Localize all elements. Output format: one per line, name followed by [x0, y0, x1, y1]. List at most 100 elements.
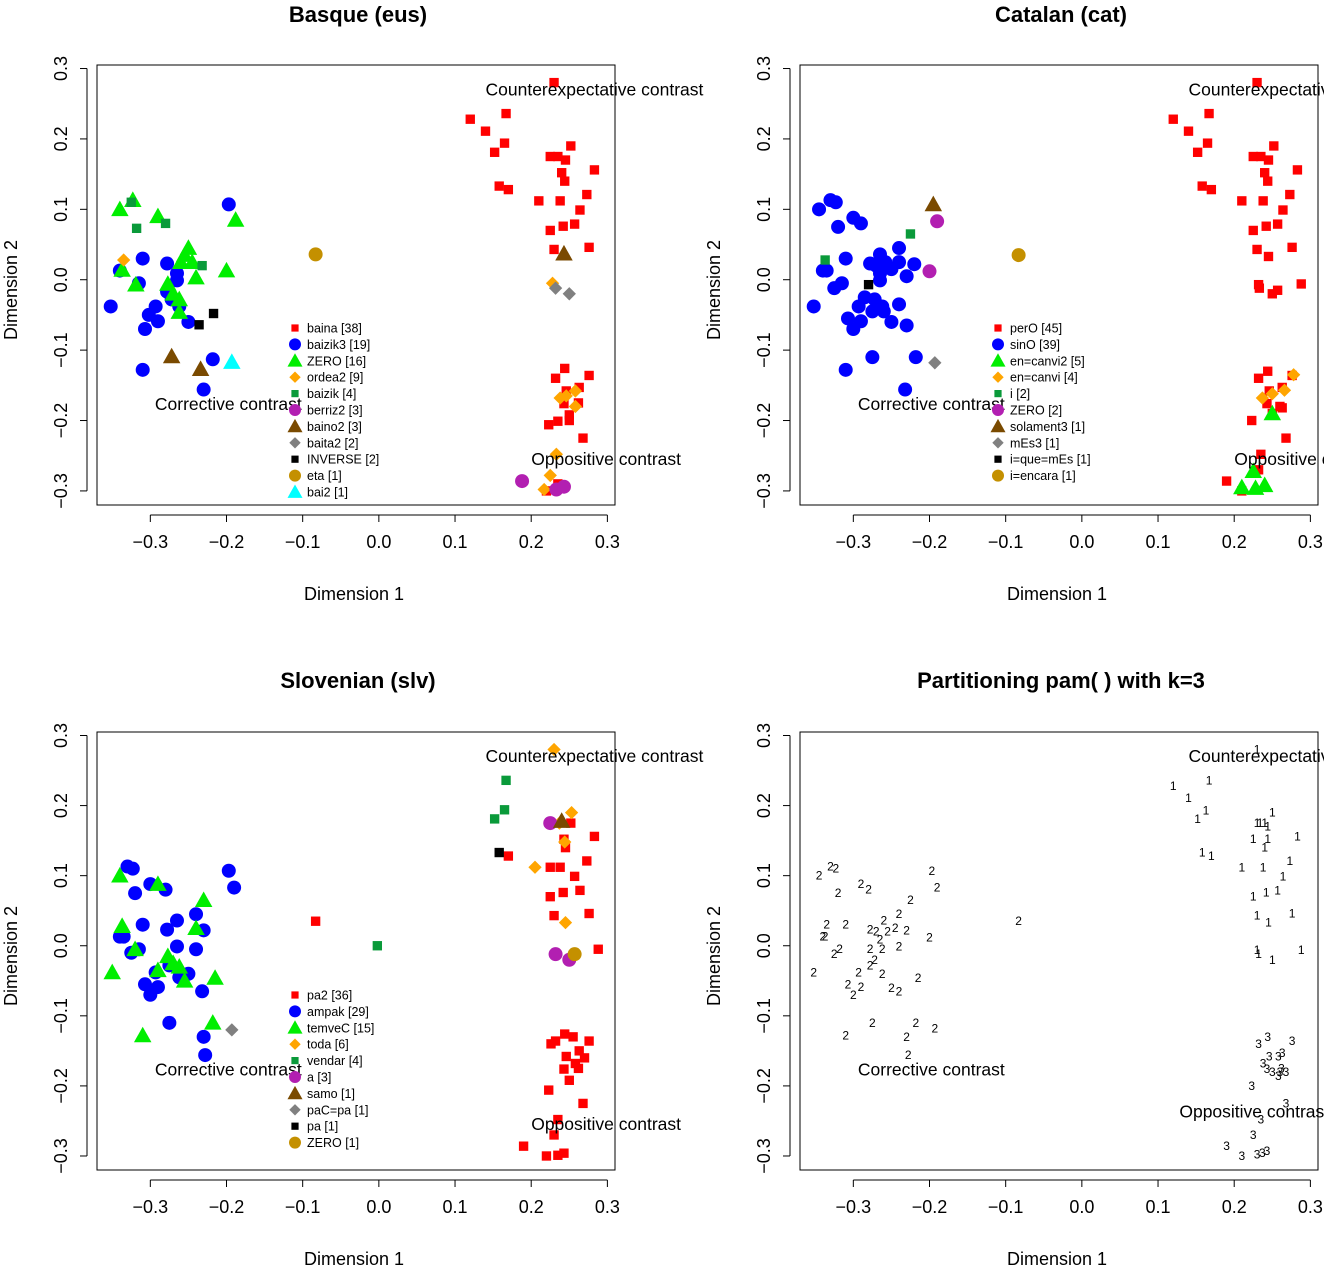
data-point: [503, 184, 514, 195]
data-point-label: 3: [1269, 1065, 1276, 1079]
data-point: [561, 1051, 571, 1062]
legend-marker: [289, 1005, 301, 1018]
data-point-label: 2: [871, 953, 878, 967]
data-point: [1197, 181, 1207, 191]
data-point: [541, 1151, 552, 1161]
data-point-label: 2: [858, 980, 865, 994]
x-tick-label: −0.1: [988, 532, 1024, 552]
x-tick-label: 0.1: [443, 532, 468, 552]
data-point: [545, 225, 555, 236]
legend-marker: [287, 1085, 303, 1100]
data-point: [1267, 289, 1277, 299]
data-point: [1192, 147, 1203, 157]
data-point-label: 2: [855, 965, 862, 979]
series-6: [515, 474, 571, 497]
data-point: [853, 216, 868, 231]
x-tick-label: −0.2: [912, 1197, 948, 1217]
series-6: [543, 816, 577, 967]
data-point: [111, 866, 129, 883]
legend-marker: [289, 1104, 301, 1116]
legend-marker: [992, 404, 1004, 416]
data-point: [1253, 373, 1264, 383]
data-point-label: 1: [1255, 947, 1262, 961]
x-tick-label: −0.2: [912, 532, 948, 552]
data-point-label: 3: [1248, 1079, 1255, 1093]
x-axis-label: Dimension 1: [1007, 584, 1107, 604]
data-point: [1263, 176, 1273, 186]
series-3: [1233, 404, 1282, 495]
legend-marker: [992, 338, 1004, 351]
data-point: [217, 261, 236, 278]
legend-marker: [291, 1122, 299, 1130]
data-point: [127, 275, 145, 292]
y-tick-label: 0.3: [51, 723, 71, 748]
data-point-label: 3: [1289, 1034, 1296, 1048]
data-point: [189, 942, 204, 957]
data-point: [113, 917, 131, 933]
x-tick-label: 0.0: [366, 1197, 391, 1217]
data-point: [552, 812, 571, 828]
legend-marker: [289, 469, 301, 482]
data-point: [578, 433, 588, 443]
series-10: [567, 947, 582, 962]
data-point-label: 3: [1238, 1149, 1245, 1163]
legend-marker: [994, 455, 1002, 463]
data-point: [160, 922, 175, 937]
data-point-label: 3: [1223, 1139, 1230, 1153]
data-point-label: 3: [1278, 1061, 1285, 1075]
data-point: [308, 247, 323, 262]
x-tick-label: 0.1: [1146, 532, 1171, 552]
legend-label: eta [1]: [307, 469, 342, 483]
data-point: [584, 370, 594, 381]
data-point: [1272, 285, 1283, 295]
legend-label: baizik3 [19]: [307, 338, 370, 352]
data-point: [828, 195, 843, 210]
data-point-label: 1: [1269, 953, 1276, 967]
chart-title: Partitioning pam( ) with k=3: [917, 668, 1205, 693]
y-tick-label: −0.1: [51, 332, 71, 368]
legend-label: temveC [15]: [307, 1021, 374, 1035]
data-point: [1278, 205, 1288, 215]
chart-title: Slovenian (slv): [280, 668, 435, 693]
data-point: [575, 885, 585, 896]
data-point: [1206, 184, 1217, 195]
data-point: [549, 910, 559, 921]
legend-label: paC=pa [1]: [307, 1103, 369, 1117]
data-point: [149, 961, 167, 978]
data-point: [175, 246, 194, 262]
data-point: [564, 1075, 574, 1085]
series-4: [1255, 368, 1301, 405]
data-point: [133, 1026, 152, 1043]
data-point: [191, 360, 210, 376]
data-point: [103, 963, 121, 980]
y-tick-label: 0.1: [754, 197, 774, 222]
x-tick-label: 0.3: [595, 532, 620, 552]
data-point-label: 2: [869, 1016, 876, 1030]
data-point: [831, 219, 846, 234]
data-point-label: 2: [888, 981, 895, 995]
data-point: [1263, 366, 1273, 376]
data-point-label: 2: [896, 984, 903, 998]
data-point: [227, 880, 242, 895]
data-point: [534, 196, 544, 206]
data-point: [548, 281, 563, 295]
data-point: [1262, 398, 1272, 409]
data-point-label: 3: [1266, 1049, 1273, 1063]
x-tick-label: −0.3: [836, 532, 872, 552]
data-point: [128, 886, 143, 901]
data-point-label: 2: [832, 862, 839, 876]
legend-label: sinO [39]: [1010, 338, 1060, 352]
data-point: [558, 915, 573, 930]
data-point: [117, 253, 131, 267]
data-point: [169, 913, 184, 928]
data-point: [528, 860, 542, 874]
data-point-label: 1: [1254, 909, 1261, 923]
chart-panel-4: Partitioning pam( ) with k=3 −0.3 −0.2 −0.1…: [704, 668, 1324, 1269]
data-point: [549, 244, 559, 255]
y-tick-label: −0.3: [51, 473, 71, 509]
data-point: [827, 281, 842, 296]
data-point: [555, 244, 573, 261]
y-tick-label: 0.3: [754, 56, 774, 81]
data-point: [223, 353, 241, 369]
